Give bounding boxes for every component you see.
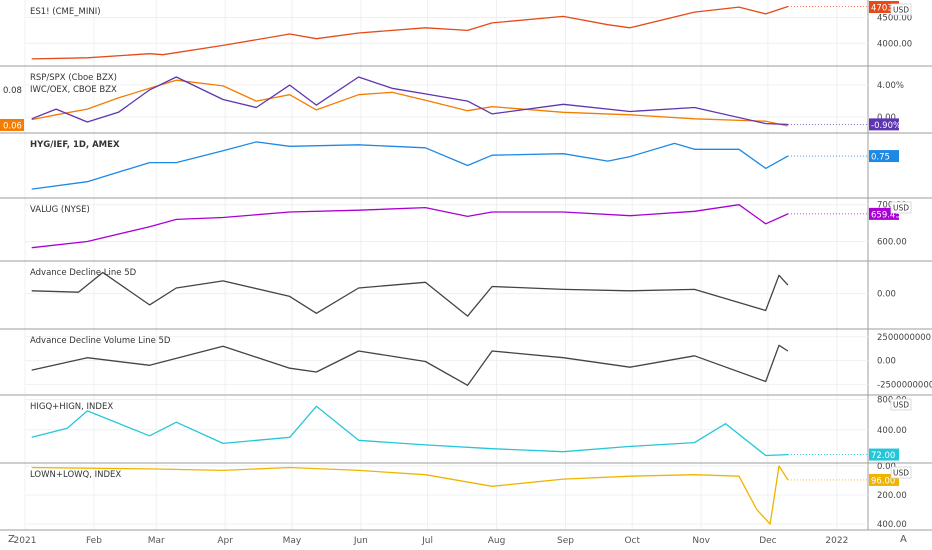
unit-tag[interactable]: [890, 201, 912, 214]
left-value-badge: [0, 118, 24, 131]
pane-2[interactable]: 0.00 4.00% -0.90% RSP/SPX (Cboe BZX) IWC/OEX…: [0, 65, 932, 131]
y-tick-label: 0.00: [877, 357, 896, 367]
x-tick-label: Nov: [692, 536, 710, 546]
unit-tag-label: USD: [893, 401, 909, 410]
y-tick-label: 600.00: [877, 237, 907, 247]
unit-tag-label: USD: [893, 6, 909, 15]
series-line-1: [31, 204, 789, 249]
x-tick-label: Mar: [148, 536, 165, 546]
series-line-1: [31, 344, 789, 386]
y-tick-label: 4500.00: [877, 13, 912, 23]
y-tick-label: 400.00: [877, 520, 907, 530]
y-tick-label: 4000.00: [877, 39, 912, 49]
x-tick-label: Oct: [624, 536, 640, 546]
pane-subtitle: IWC/OEX, CBOE BZX: [30, 85, 117, 95]
pane-title: Advance Decline Line 5D: [30, 268, 137, 278]
x-tick-label: 2021: [14, 536, 37, 546]
last-value-badge: [869, 448, 899, 461]
y-tick-label: 0.00: [877, 462, 896, 472]
time-axis: 2021 Feb Mar Apr May Jun Jul Aug Sep Oct Nov Dec 202…: [14, 536, 849, 546]
y-tick-label: -2500000000.00: [877, 380, 932, 390]
reset-scale-button[interactable]: Z: [8, 534, 15, 545]
last-value-badge: [869, 118, 899, 131]
unit-tag-label: USD: [893, 469, 909, 478]
x-tick-label: May: [283, 536, 302, 546]
pane-title: RSP/SPX (Cboe BZX): [30, 73, 117, 83]
y-tick-label: 0.00: [877, 290, 896, 300]
last-value-badge: [869, 150, 899, 163]
x-tick-label: 2022: [825, 536, 848, 546]
x-tick-label: Aug: [488, 536, 506, 546]
left-value-label: 0.08: [3, 86, 22, 96]
series-line-1: [31, 79, 789, 127]
x-tick-label: Apr: [217, 536, 233, 546]
x-tick-label: Feb: [86, 536, 102, 546]
pane-title: VALUG (NYSE): [30, 205, 90, 215]
y-tick-label: 400.00: [877, 426, 907, 436]
pane-title: ES1! (CME_MINI): [30, 7, 101, 17]
last-value-label: 659.45: [871, 210, 901, 220]
pane-6[interactable]: 2500000000.00 0.00 -2500000000.00 Advance D…: [0, 328, 932, 390]
grid: [0, 0, 932, 531]
series-line-1: [31, 5, 789, 60]
y-tick-label: 0.00: [877, 113, 896, 123]
series-line-1: [31, 465, 789, 525]
y-tick-label: 2500000000.00: [877, 333, 932, 343]
auto-scale-button[interactable]: A: [900, 534, 907, 545]
unit-tag[interactable]: [890, 398, 912, 411]
last-value-label: 96.00: [871, 476, 895, 486]
unit-tag[interactable]: [890, 466, 912, 479]
pane-3[interactable]: 0.75 HYG/IEF, 1D, AMEX: [0, 132, 932, 190]
pane-title: HYG/IEF, 1D, AMEX: [30, 140, 120, 150]
last-value-label: 4703: [871, 4, 893, 14]
series-line-1: [31, 405, 788, 457]
last-value-label: 72.00: [871, 451, 895, 461]
last-value-label: 0.75: [871, 153, 890, 163]
x-tick-label: Jun: [353, 536, 368, 546]
pane-title: HIGQ+HIGN, INDEX: [30, 402, 113, 412]
pane-5[interactable]: 0.00 Advance Decline Line 5D: [0, 260, 932, 317]
last-value-label: -0.90%: [871, 121, 901, 131]
left-value-label: 0.06: [3, 121, 22, 131]
pane-title: Advance Decline Volume Line 5D: [30, 336, 171, 346]
unit-tag-label: USD: [893, 204, 909, 213]
series-line-1: [31, 271, 789, 317]
x-tick-label: Sep: [557, 536, 574, 546]
series-line-1: [31, 141, 789, 190]
y-tick-label: 4.00%: [877, 81, 904, 91]
x-tick-label: Dec: [759, 536, 776, 546]
unit-tag[interactable]: [890, 3, 912, 16]
pane-title: LOWN+LOWQ, INDEX: [30, 470, 121, 480]
x-tick-label: Jul: [421, 536, 433, 546]
series-line-2: [31, 76, 788, 126]
y-tick-label: 200.00: [877, 491, 907, 501]
